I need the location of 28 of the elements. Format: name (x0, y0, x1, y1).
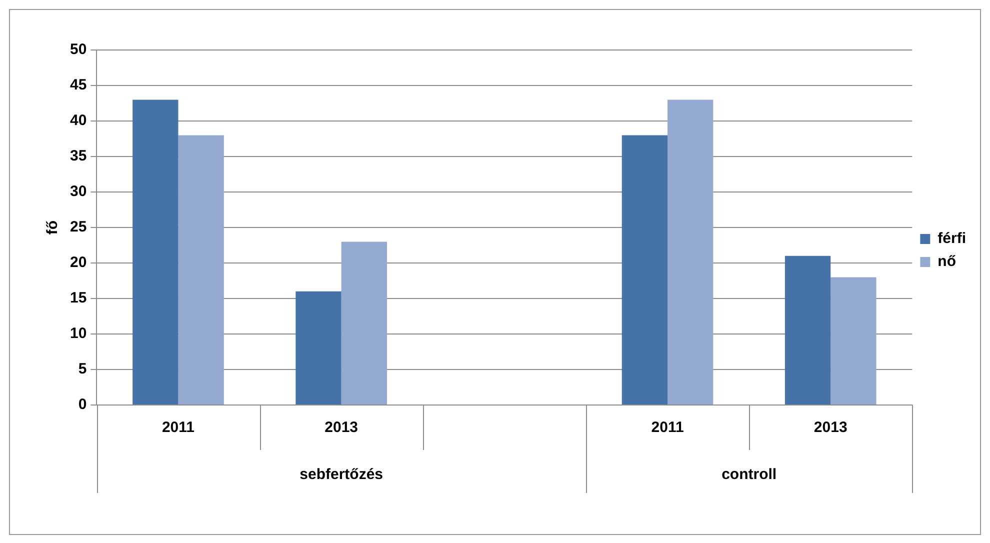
y-tick-label: 0 (78, 396, 87, 414)
bar (622, 135, 668, 404)
y-tick-label: 15 (70, 290, 87, 307)
y-tick-label: 40 (70, 112, 87, 130)
bar (341, 242, 387, 404)
text: sebfertőzés (300, 466, 384, 484)
x-tick-label: 2013 (324, 419, 358, 436)
y-tick-label: 50 (70, 41, 87, 58)
bar (830, 277, 876, 404)
y-tick-label: 5 (78, 360, 87, 378)
y-tick-label: 35 (70, 148, 87, 165)
bar (784, 256, 831, 404)
y-tick-label: 20 (70, 254, 87, 272)
y-tick-label: 30 (70, 183, 87, 200)
y-tick-label: 45 (70, 76, 87, 94)
bar (132, 100, 178, 404)
bar (178, 135, 224, 404)
bar (668, 100, 714, 404)
x-tick-label: 2013 (814, 419, 848, 436)
y-axis-title: fő (44, 220, 62, 235)
x-tick-label: 2011 (651, 419, 684, 436)
legend-label: nő (938, 253, 956, 270)
y-tick-label: 25 (70, 218, 87, 236)
bar (296, 291, 342, 404)
text: controll (722, 466, 777, 484)
legend-label: férfi (938, 230, 966, 248)
x-tick-label: 2011 (162, 419, 195, 436)
y-tick-label: 10 (70, 325, 87, 342)
